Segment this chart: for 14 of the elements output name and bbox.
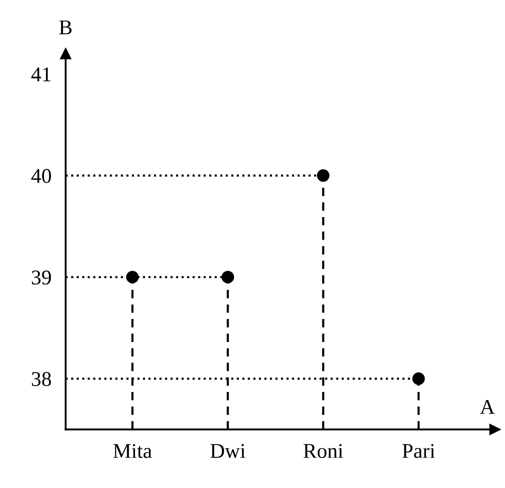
y-axis-title: B [59, 20, 72, 34]
point [126, 270, 139, 284]
point [316, 169, 330, 182]
y-tick-label: 38 [32, 372, 51, 386]
y-tick-label: 40 [31, 168, 51, 183]
x-tick-label: Pari [402, 444, 435, 458]
point [222, 270, 234, 284]
x-tick-label: Mita [113, 444, 152, 458]
y-tick-label: 39 [32, 270, 51, 285]
x-tick-label: Roni [304, 444, 344, 458]
x-axis-title: A [480, 400, 495, 414]
x-tick-label: Dwi [210, 444, 246, 458]
y-tick-label: 41 [31, 67, 51, 82]
point [412, 372, 425, 385]
